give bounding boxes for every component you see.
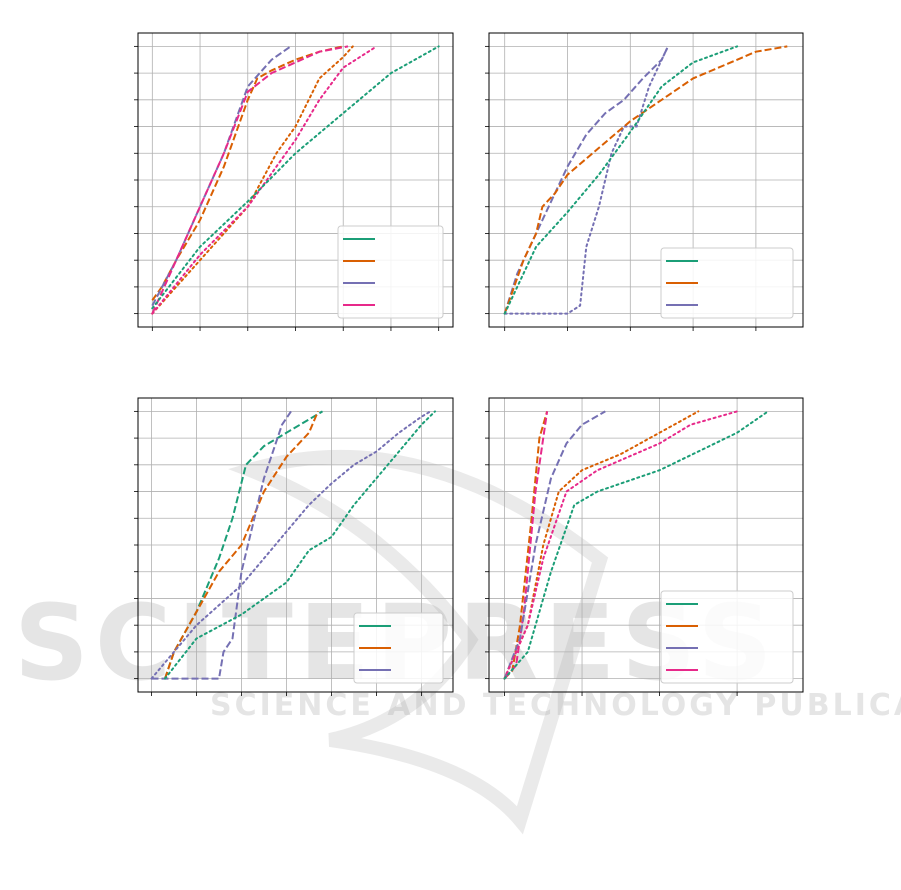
series-line-green-dotted (164, 410, 436, 680)
series-line-purple-dashed (503, 410, 606, 679)
legend (337, 225, 444, 319)
axes-frame (488, 397, 804, 693)
legend-box (660, 590, 794, 684)
legend (660, 247, 794, 319)
subplot-4 (485, 397, 804, 696)
legend-box (353, 612, 444, 684)
legend (353, 612, 444, 684)
series-line-pink-dotted (151, 45, 378, 315)
legend-box (337, 225, 444, 319)
subplot-2 (485, 32, 804, 331)
series-line-orange-dashed (164, 411, 319, 679)
series-line-orange-dashed (503, 45, 788, 314)
series-line-purple-dashed (151, 410, 292, 680)
series-line-green-dotted (151, 45, 440, 310)
series-line-orange-dotted (151, 45, 354, 315)
axes-frame (137, 32, 454, 328)
series-line-purple-dashed (151, 45, 292, 307)
series-line-purple-dotted (503, 45, 669, 315)
legend (660, 590, 794, 684)
series-line-green-dotted (503, 45, 739, 315)
subplot-3 (134, 397, 454, 696)
axes-frame (137, 397, 454, 693)
series-line-green-dotted (503, 410, 770, 680)
series-line-orange-dashed (503, 411, 549, 680)
subplot-1 (134, 32, 454, 331)
series-line-pink-dashed (151, 45, 349, 315)
legend-box (660, 247, 794, 319)
series-line-pink-dotted (503, 410, 739, 680)
axes-frame (488, 32, 804, 328)
watermark-swoosh (228, 449, 609, 835)
